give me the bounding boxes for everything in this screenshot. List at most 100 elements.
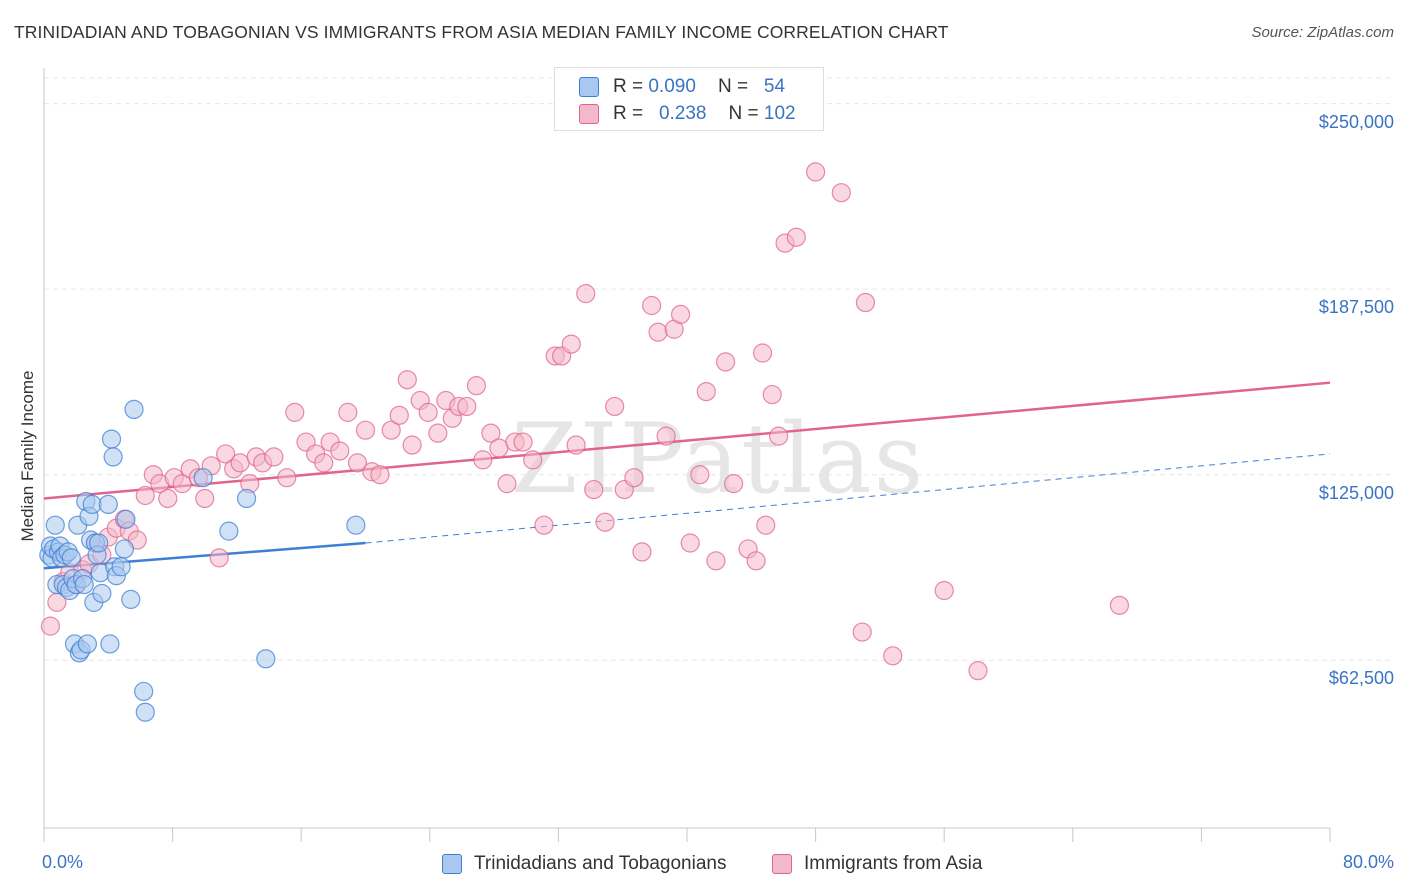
data-points [39, 162, 1130, 722]
legend-label: Immigrants from Asia [804, 853, 983, 874]
legend-row-blue: R = 0.090 N = 54 [579, 74, 785, 100]
point-asia [513, 432, 533, 452]
point-asia [40, 616, 61, 636]
legend-n-label: N = [717, 76, 749, 97]
point-asia [670, 304, 691, 325]
point-trinidadians [101, 429, 122, 449]
point-asia [481, 423, 501, 443]
point-trinidadians [82, 494, 102, 515]
point-asia [209, 548, 229, 568]
legend-item-asia: Immigrants from Asia [772, 850, 982, 878]
point-trinidadians [89, 533, 109, 553]
point-trinidadians [193, 468, 213, 488]
point-asia [370, 465, 390, 485]
point-trinidadians [135, 702, 155, 722]
point-asia [230, 453, 250, 473]
point-asia [855, 292, 876, 313]
point-asia [762, 384, 782, 405]
source-credit: Source: ZipAtlas.com [1251, 24, 1394, 41]
point-asia [347, 453, 368, 473]
point-asia [489, 438, 509, 458]
point-asia [786, 227, 806, 247]
point-asia [195, 488, 215, 509]
point-asia [1109, 595, 1130, 615]
legend-swatch-blue [579, 77, 599, 97]
y-tick-label: $187,500 [1318, 297, 1394, 318]
point-asia [402, 435, 422, 455]
point-asia [724, 474, 744, 494]
point-asia [135, 485, 155, 506]
point-asia [883, 646, 903, 666]
point-asia [397, 370, 417, 390]
axes [43, 68, 1331, 842]
point-trinidadians [346, 515, 366, 535]
point-asia [656, 426, 676, 446]
point-asia [466, 376, 487, 396]
point-trinidadians [74, 574, 94, 595]
point-asia [642, 295, 662, 316]
point-trinidadians [121, 589, 141, 610]
point-asia [285, 402, 305, 422]
point-asia [381, 420, 401, 440]
y-tick-label: $125,000 [1318, 482, 1394, 503]
point-asia [805, 162, 826, 182]
point-asia [715, 352, 736, 372]
point-asia [680, 533, 700, 553]
point-asia [632, 542, 652, 562]
point-asia [852, 622, 872, 642]
point-asia [457, 396, 477, 417]
point-asia [624, 468, 644, 488]
trend-line-asia [43, 381, 1331, 500]
trend-line-trinidadians-extrapolated [365, 453, 1331, 544]
point-asia [216, 444, 236, 464]
legend-r-value: 0.238 [658, 103, 707, 124]
point-asia [769, 426, 789, 446]
point-asia [696, 381, 716, 402]
point-trinidadians [77, 634, 98, 654]
point-asia [968, 661, 988, 681]
y-tick-label: $250,000 [1318, 111, 1394, 132]
point-asia [497, 474, 517, 494]
point-asia [277, 468, 297, 488]
watermark: ZIPatlas [511, 403, 925, 515]
point-asia [158, 488, 178, 509]
point-asia [566, 435, 586, 455]
point-asia [605, 396, 625, 417]
point-trinidadians [116, 509, 136, 529]
legend-r-label: R = [613, 76, 644, 97]
legend-row-pink: R = 0.238 N = 102 [579, 101, 796, 127]
point-asia [338, 402, 358, 422]
point-trinidadians [256, 649, 276, 669]
legend-label: Trinidadians and Tobagonians [474, 853, 727, 874]
point-asia [561, 334, 581, 354]
point-asia [418, 402, 438, 422]
legend-swatch-blue [442, 854, 462, 874]
point-asia [934, 580, 954, 601]
point-asia [648, 322, 668, 342]
point-asia [428, 423, 448, 443]
point-trinidadians [92, 583, 112, 604]
legend-r-value: 0.090 [648, 76, 696, 97]
point-trinidadians [111, 557, 131, 577]
point-asia [314, 453, 334, 473]
point-trinidadians [236, 488, 257, 509]
point-trinidadians [103, 447, 123, 467]
legend-n-value: 102 [763, 103, 796, 124]
point-asia [473, 450, 493, 470]
point-trinidadians [45, 515, 65, 535]
point-asia [752, 343, 773, 363]
legend-n-value: 54 [763, 76, 786, 97]
point-trinidadians [98, 494, 118, 515]
point-trinidadians [61, 548, 81, 568]
point-asia [355, 420, 376, 440]
point-asia [576, 284, 596, 304]
point-asia [534, 515, 554, 535]
point-asia [756, 515, 776, 535]
point-asia [389, 405, 409, 425]
point-trinidadians [134, 681, 154, 702]
point-trinidadians [100, 634, 120, 654]
point-asia [706, 551, 726, 571]
stats-legend: R = 0.090 N = 54 R = 0.238 N = 102 [554, 67, 824, 131]
legend-swatch-pink [579, 104, 599, 124]
